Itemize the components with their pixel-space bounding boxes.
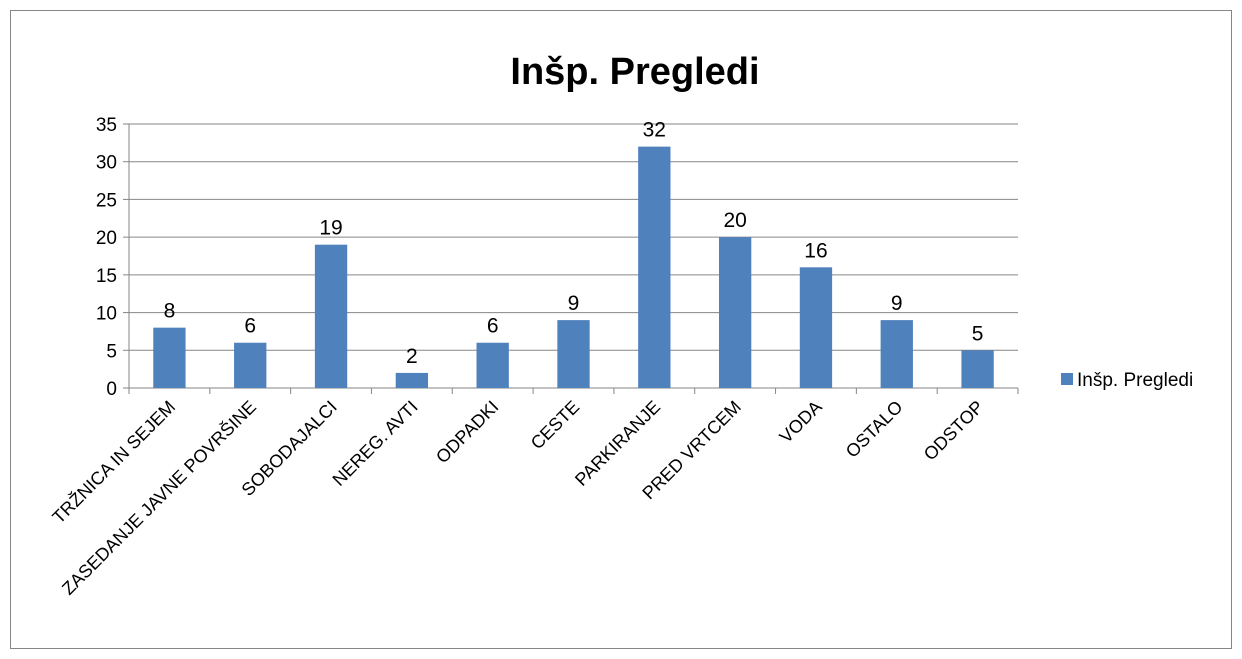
data-label: 20	[723, 209, 746, 232]
data-label: 6	[244, 315, 256, 338]
data-label: 6	[487, 315, 499, 338]
data-label: 8	[164, 300, 176, 323]
data-label: 5	[972, 322, 984, 345]
category-label: NEREG. AVTI	[329, 397, 422, 490]
data-label: 9	[891, 292, 903, 315]
data-label: 9	[568, 292, 580, 315]
y-tick-label: 20	[96, 228, 117, 249]
bar	[799, 267, 833, 388]
data-label: 2	[406, 345, 418, 368]
y-tick-label: 15	[96, 266, 117, 287]
bar	[234, 342, 267, 388]
category-label: PARKIRANJE	[571, 397, 664, 490]
bar	[961, 350, 994, 388]
data-label: 19	[319, 217, 342, 240]
y-tick-label: 0	[106, 379, 117, 400]
bar	[557, 320, 590, 388]
data-labels: 8 6 19 2 6 9 32 20 16 9 5	[164, 119, 984, 368]
bar-chart: Inšp. Pregledi 0 5 10 15 20 25 30 35 8 6 19 2 6 9 32 2…	[48, 51, 1193, 599]
category-label: VODA	[776, 397, 826, 447]
y-tick-label: 25	[96, 190, 117, 211]
bar	[638, 146, 671, 388]
category-label: ODPADKI	[432, 397, 502, 467]
y-tick-label: 10	[96, 304, 117, 325]
chart-title: Inšp. Pregledi	[510, 51, 759, 93]
data-label: 32	[643, 119, 666, 142]
bar	[718, 237, 752, 388]
gridlines	[129, 123, 1018, 351]
bars	[153, 146, 994, 388]
legend-swatch	[1061, 373, 1073, 385]
data-label: 16	[804, 239, 827, 262]
y-tick-label: 35	[96, 115, 117, 136]
category-label: OSTALO	[842, 397, 907, 462]
y-tick-label: 30	[96, 153, 117, 174]
chart-area: Inšp. Pregledi 0 5 10 15 20 25 30 35 8 6 19 2 6 9 32 2…	[10, 10, 1232, 649]
legend: Inšp. Pregledi	[1061, 370, 1193, 391]
bar	[395, 372, 429, 388]
bar	[314, 244, 348, 388]
category-label: CESTE	[527, 397, 584, 454]
y-tick-label: 5	[106, 341, 117, 362]
category-label: ODSTOP	[920, 397, 988, 465]
bar	[153, 327, 186, 388]
bar	[880, 320, 913, 388]
bar	[476, 342, 509, 388]
legend-label: Inšp. Pregledi	[1077, 370, 1193, 391]
